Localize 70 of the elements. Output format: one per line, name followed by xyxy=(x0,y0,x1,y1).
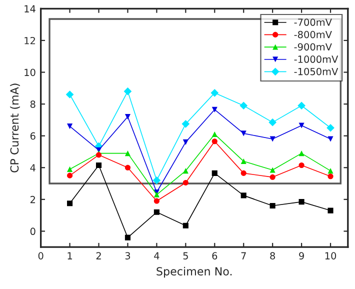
legend-label: -900mV xyxy=(294,43,332,51)
point xyxy=(240,192,246,198)
point xyxy=(270,136,276,142)
y-tick-label: 0 xyxy=(30,228,36,236)
point xyxy=(268,118,277,126)
point xyxy=(154,209,160,215)
legend-label: -700mV xyxy=(294,18,332,26)
y-tick-label: 14 xyxy=(24,5,36,12)
y-tick-label: 12 xyxy=(24,36,35,44)
point xyxy=(328,174,334,180)
legend-label: -1000mV xyxy=(294,56,338,63)
y-tick-label: 10 xyxy=(24,68,36,76)
point xyxy=(328,208,334,214)
x-tick-label: 4 xyxy=(154,252,160,260)
y-tick-label: 8 xyxy=(30,100,36,108)
point xyxy=(67,172,73,178)
y-axis-title: CP Current (mA) xyxy=(10,84,20,172)
point xyxy=(152,176,161,184)
point xyxy=(124,164,131,170)
x-tick-label: 6 xyxy=(212,252,218,260)
x-tick-label: 0 xyxy=(38,252,44,260)
x-tick-label: 9 xyxy=(299,252,304,260)
y-tick-label: 4 xyxy=(30,164,36,172)
point xyxy=(67,200,73,206)
point xyxy=(270,174,276,180)
point xyxy=(240,158,246,164)
x-axis-title: Specimen No. xyxy=(156,266,232,278)
point xyxy=(212,138,218,144)
x-tick-label: 5 xyxy=(183,252,188,260)
point xyxy=(124,234,131,240)
x-tick-label: 3 xyxy=(125,252,130,260)
x-tick-label: 7 xyxy=(241,252,246,260)
x-tick-label: 8 xyxy=(270,252,276,260)
point xyxy=(240,102,248,110)
x-tick-label: 2 xyxy=(96,252,101,260)
point xyxy=(124,87,132,96)
point xyxy=(67,124,73,130)
point xyxy=(212,131,218,138)
point xyxy=(154,198,160,204)
point xyxy=(270,167,276,173)
point xyxy=(96,162,102,168)
point xyxy=(328,168,334,174)
point xyxy=(182,168,188,174)
point xyxy=(124,150,131,156)
point xyxy=(182,222,188,228)
point xyxy=(298,162,304,168)
point xyxy=(270,202,276,209)
point xyxy=(154,192,160,198)
y-tick-label: 2 xyxy=(30,196,35,204)
point xyxy=(298,199,304,205)
point xyxy=(326,124,334,132)
point xyxy=(212,170,218,176)
legend-label: -1050mV xyxy=(294,68,338,76)
point xyxy=(182,120,190,128)
x-tick-label: 1 xyxy=(68,252,72,260)
point xyxy=(298,102,306,110)
point xyxy=(240,130,246,136)
legend-label: -800mV xyxy=(294,30,332,38)
point xyxy=(66,90,74,98)
point xyxy=(67,166,73,172)
point xyxy=(240,170,246,176)
point xyxy=(182,180,188,186)
point xyxy=(210,88,219,97)
point xyxy=(124,114,131,120)
y-tick-label: 6 xyxy=(30,132,36,140)
x-tick-label: 10 xyxy=(325,252,336,260)
point xyxy=(298,150,304,156)
point xyxy=(298,122,304,128)
point xyxy=(328,136,334,142)
point xyxy=(182,139,188,145)
